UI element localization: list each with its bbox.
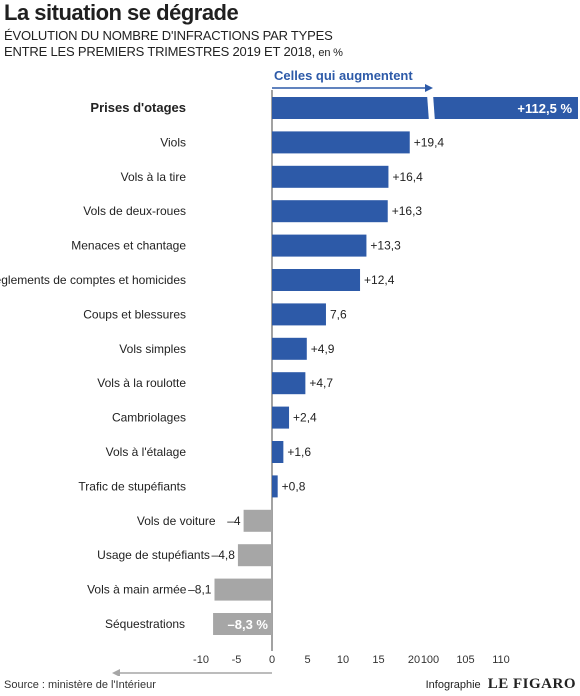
value-label-vols-de-deux-roues: +16,3	[392, 204, 423, 218]
value-label-trafic-de-stupefiants: +0,8	[282, 479, 306, 493]
x-tick-0: 0	[269, 654, 275, 666]
value-label-usage-de-stupefiants: –4,8	[212, 548, 236, 562]
value-label-viols: +19,4	[414, 135, 445, 149]
category-label-usage-de-stupefiants: Usage de stupéfiants	[97, 548, 210, 562]
value-label-prises-d-otages: +112,5 %	[517, 101, 572, 116]
subtitle-line-2-text: entre les premiers trimestres 2019 et 20…	[4, 44, 315, 59]
decrease-arrow-icon	[112, 669, 120, 676]
value-label-sequestrations: –8,3 %	[228, 617, 269, 632]
chart-subtitle: Évolution du nombre d'infractions par ty…	[4, 28, 564, 61]
category-label-vols-de-deux-roues: Vols de deux-roues	[83, 204, 186, 218]
category-label-menaces-et-chantage: Menaces et chantage	[71, 239, 186, 253]
x-tick-15: 15	[372, 654, 384, 666]
x-tick-10: 10	[337, 654, 349, 666]
x-tick-100: 100	[421, 654, 439, 666]
category-label-coups-et-blessures: Coups et blessures	[83, 307, 186, 321]
bar-vols-a-main-armee	[214, 578, 272, 601]
bar-viols	[272, 131, 410, 154]
x-tick-20: 20	[408, 654, 420, 666]
x-tick-110: 110	[492, 654, 510, 666]
bar-coups-et-blessures	[272, 303, 326, 326]
bar-cambriolages	[272, 406, 290, 429]
bar-trafic-de-stupefiants	[272, 475, 278, 498]
category-label-vols-a-main-armee: Vols à main armée	[87, 583, 187, 597]
x-tick-minus-5: -5	[232, 654, 242, 666]
value-label-vols-a-main-armee: –8,1	[188, 583, 212, 597]
category-label-viols: Viols	[160, 135, 186, 149]
bars-group	[213, 94, 578, 635]
category-label-sequestrations: Séquestrations	[105, 617, 185, 631]
section-label-increase: Celles qui augmentent	[274, 68, 413, 83]
subtitle-line-2: entre les premiers trimestres 2019 et 20…	[4, 44, 564, 61]
value-label-vols-a-la-roulotte: +4,7	[309, 376, 333, 390]
bar-vols-a-la-tire	[272, 165, 389, 188]
bar-vols-simples	[272, 337, 307, 360]
category-label-cambriolages: Cambriolages	[112, 411, 186, 425]
brand-logo: LE FIGARO	[487, 676, 576, 692]
x-tick-5: 5	[304, 654, 310, 666]
category-label-trafic-de-stupefiants: Trafic de stupéfiants	[78, 479, 186, 493]
x-axis: -10 -5 0 5 10 15 20 100 105 110	[193, 654, 510, 666]
bar-vols-de-deux-roues	[272, 200, 388, 223]
category-label-vols-de-voiture: Vols de voiture	[137, 514, 216, 528]
bar-break	[427, 94, 435, 122]
bar-vols-a-la-roulotte	[272, 372, 306, 395]
value-label-vols-a-l-etalage: +1,6	[287, 445, 311, 459]
category-label-vols-a-la-roulotte: Vols à la roulotte	[97, 376, 186, 390]
bar-menaces-et-chantage	[272, 234, 367, 257]
bar-usage-de-stupefiants	[237, 544, 272, 567]
bar-vols-a-l-etalage	[272, 441, 284, 463]
value-label-menaces-et-chantage: +13,3	[370, 239, 401, 253]
subtitle-line-1: Évolution du nombre d'infractions par ty…	[4, 28, 333, 43]
increase-arrow-icon	[425, 84, 433, 92]
category-label-vols-a-l-etalage: Vols à l'étalage	[106, 445, 187, 459]
value-label-cambriolages: +2,4	[293, 411, 317, 425]
value-label-reglements-de-comptes-et-homicides: +12,4	[364, 273, 395, 287]
value-label-coups-et-blessures: 7,6	[330, 307, 347, 321]
bar-chart: Prises d'otages +112,5 % Viols +19,4 Vols à …	[0, 68, 578, 676]
x-tick-minus-10: -10	[193, 654, 209, 666]
category-label-prises-d-otages: Prises d'otages	[90, 100, 186, 115]
value-label-vols-a-la-tire: +16,4	[392, 170, 423, 184]
labels-group: Prises d'otages +112,5 % Viols +19,4 Vols à …	[0, 100, 572, 632]
credit: Infographie LE FIGARO	[426, 676, 576, 693]
section-labels: Celles qui augmententCelles qui diminuen…	[112, 68, 433, 676]
value-label-vols-simples: +4,9	[311, 342, 335, 356]
x-tick-105: 105	[456, 654, 474, 666]
bar-sequestrations	[213, 613, 272, 635]
subtitle-unit: en %	[318, 47, 343, 59]
value-label-vols-de-voiture: –4	[227, 514, 241, 528]
chart-title: La situation se dégrade	[4, 0, 239, 25]
category-label-vols-a-la-tire: Vols à la tire	[121, 170, 187, 184]
credit-prefix: Infographie	[425, 679, 481, 691]
bar-prises-d-otages	[272, 97, 578, 119]
bar-vols-de-voiture	[243, 509, 272, 532]
category-label-vols-simples: Vols simples	[119, 342, 186, 356]
source-note: Source : ministère de l'Intérieur	[4, 679, 156, 691]
bar-reglements-de-comptes-et-homicides	[272, 269, 361, 291]
category-label-reglements-de-comptes-et-homicides: Règlements de comptes et homicides	[0, 273, 186, 287]
